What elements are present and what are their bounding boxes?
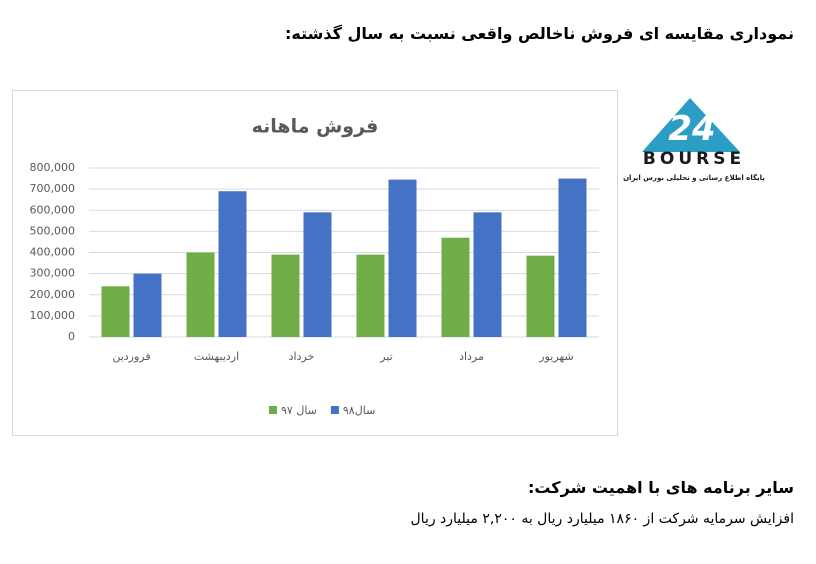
logo-triangle xyxy=(642,98,740,152)
x-tick-label: فروردین xyxy=(112,350,150,363)
bar xyxy=(218,191,247,337)
legend-swatch xyxy=(269,406,277,414)
logo: 24 BOURSE پایگاه اطلاع رسانی و تحلیلی بو… xyxy=(623,98,765,182)
y-tick-label: 600,000 xyxy=(30,203,76,216)
heading: نمودارى مقايسه اى فروش ناخالص واقعى نسبت… xyxy=(284,24,794,43)
legend-label: سال۹۸ xyxy=(343,404,375,417)
y-tick-label: 500,000 xyxy=(30,224,76,237)
legend-swatch xyxy=(330,406,339,414)
y-tick-label: 200,000 xyxy=(30,288,76,301)
bar xyxy=(303,212,332,337)
bar xyxy=(441,237,470,337)
x-tick-label: شهریور xyxy=(538,350,573,363)
bar xyxy=(356,254,385,337)
bar xyxy=(388,179,417,337)
bar xyxy=(133,273,162,337)
y-tick-label: 0 xyxy=(68,330,75,343)
x-tick-label: تیر xyxy=(379,350,392,363)
x-tick-label: خرداد xyxy=(289,350,315,363)
y-tick-label: 100,000 xyxy=(30,309,76,322)
x-tick-label: مرداد xyxy=(459,350,484,363)
legend-label: سال ۹۷ xyxy=(281,404,317,417)
bar xyxy=(526,255,555,337)
chart-title: فروش ماهانه xyxy=(252,116,379,138)
section-title: ساير برنامه هاى با اهميت شركت: xyxy=(527,478,794,497)
bar xyxy=(101,286,130,337)
bar xyxy=(186,252,215,337)
paragraph: افزايش سرمايه شركت از ۱۸۶۰ ميليارد ريال … xyxy=(410,511,795,527)
y-tick-label: 300,000 xyxy=(30,267,76,280)
y-tick-label: 400,000 xyxy=(30,246,76,259)
bar xyxy=(473,212,502,337)
bar xyxy=(271,254,300,337)
logo-mark: 24 xyxy=(668,109,715,149)
y-tick-label: 700,000 xyxy=(30,182,76,195)
y-tick-label: 800,000 xyxy=(30,161,76,174)
logo-tagline: پایگاه اطلاع رسانی و تحلیلی بورس ایران xyxy=(623,173,765,182)
x-tick-label: اردیبهشت xyxy=(194,350,239,363)
chart: فروش ماهانه 0 100,000 200,000 300,000 400,00… xyxy=(12,90,618,436)
bar xyxy=(558,178,587,337)
logo-name: BOURSE xyxy=(643,149,745,169)
